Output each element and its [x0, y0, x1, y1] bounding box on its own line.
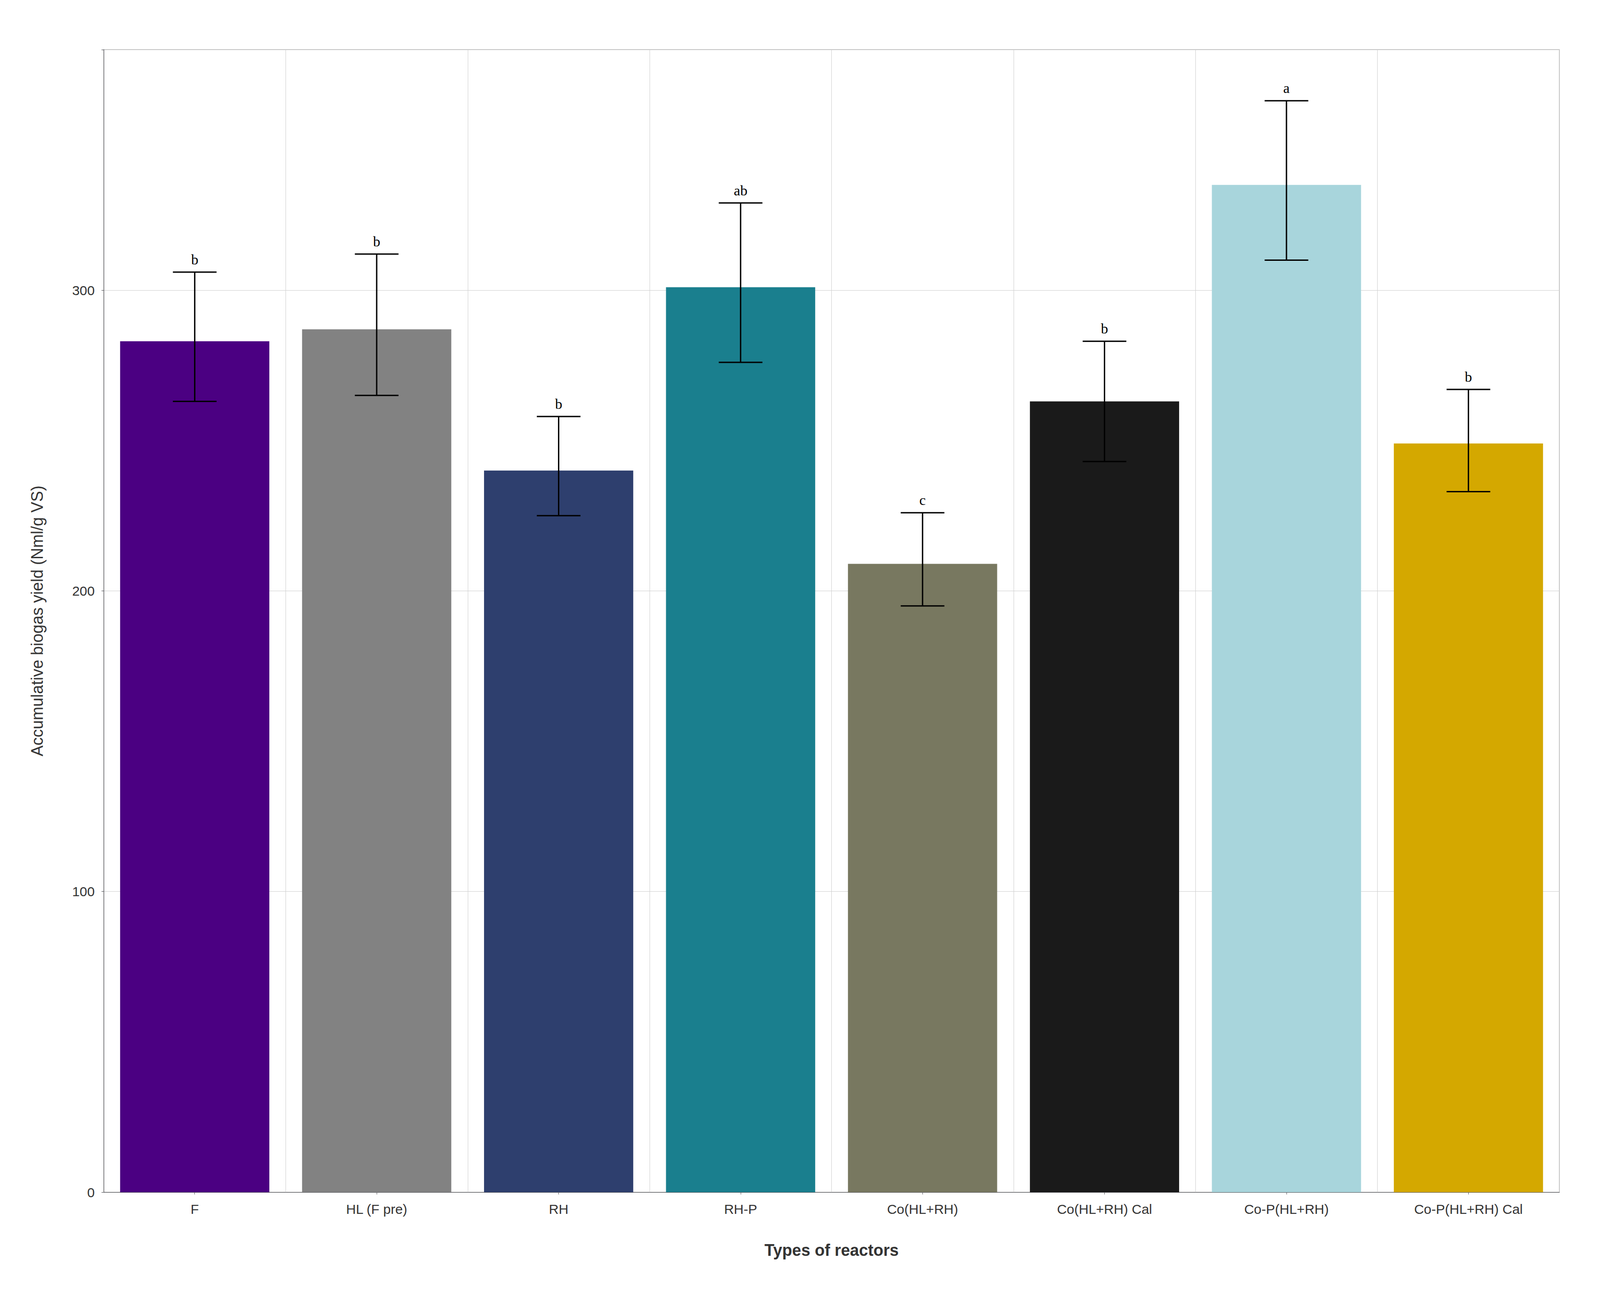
- svg-text:Types of reactors: Types of reactors: [764, 1240, 899, 1259]
- svg-text:300: 300: [72, 282, 95, 298]
- svg-text:200: 200: [72, 583, 95, 599]
- svg-text:0: 0: [87, 1184, 95, 1200]
- svg-text:ab: ab: [733, 182, 748, 199]
- svg-text:RH: RH: [548, 1201, 569, 1217]
- svg-text:b: b: [1464, 368, 1472, 385]
- svg-text:b: b: [554, 395, 563, 412]
- svg-text:Co-P(HL+RH) Cal: Co-P(HL+RH) Cal: [1414, 1201, 1523, 1217]
- svg-text:b: b: [373, 233, 381, 250]
- svg-text:HL (F pre): HL (F pre): [345, 1201, 408, 1217]
- svg-text:Co-P(HL+RH): Co-P(HL+RH): [1244, 1201, 1329, 1217]
- svg-text:b: b: [1101, 320, 1109, 337]
- svg-text:Co(HL+RH) Cal: Co(HL+RH) Cal: [1056, 1201, 1153, 1217]
- svg-text:RH-P: RH-P: [723, 1201, 757, 1217]
- svg-text:c: c: [919, 491, 926, 508]
- svg-text:Co(HL+RH): Co(HL+RH): [886, 1201, 959, 1217]
- svg-text:a: a: [1283, 79, 1290, 97]
- svg-text:b: b: [191, 251, 199, 268]
- svg-text:100: 100: [72, 883, 95, 899]
- svg-text:F: F: [190, 1201, 199, 1217]
- svg-text:Accumulative biogas yield (Nml: Accumulative biogas yield (Nml/g VS): [27, 485, 47, 757]
